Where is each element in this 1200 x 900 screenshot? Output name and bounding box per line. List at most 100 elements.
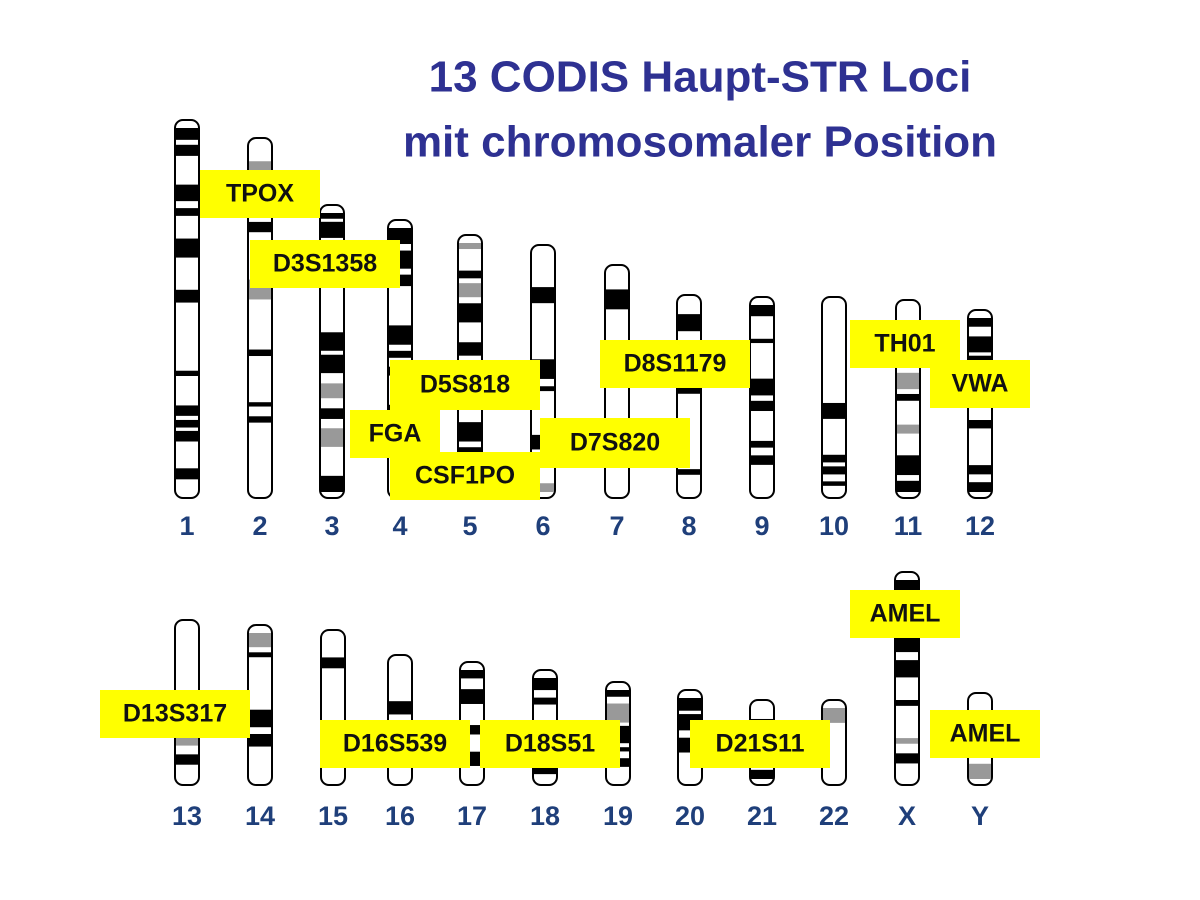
band	[322, 657, 344, 669]
chromosome-label: 15	[318, 801, 348, 831]
locus-box	[540, 418, 690, 468]
locus-label: D8S1179	[624, 350, 727, 378]
chromosome-label: 14	[245, 801, 275, 831]
band	[969, 420, 991, 429]
band	[321, 221, 343, 238]
chromosome-label: 18	[530, 801, 560, 831]
band	[607, 703, 629, 723]
band	[896, 637, 918, 653]
locus-box	[100, 690, 250, 738]
band	[321, 332, 343, 351]
band	[176, 754, 198, 765]
band	[176, 238, 198, 258]
locus-label: D5S818	[420, 371, 510, 399]
locus-label: AMEL	[870, 600, 941, 628]
chromosome	[749, 296, 775, 499]
band	[176, 405, 198, 416]
locus-label: TPOX	[226, 180, 294, 208]
band	[459, 243, 481, 250]
band	[751, 440, 773, 448]
chromosome-label: X	[898, 801, 916, 831]
locus-label: D18S51	[505, 730, 595, 758]
chromosome-label: 5	[462, 511, 477, 541]
band	[249, 733, 271, 747]
locus-box	[390, 360, 540, 410]
chromosome	[247, 624, 273, 786]
band	[897, 393, 919, 401]
band	[249, 652, 271, 658]
band	[321, 475, 343, 492]
chromosome-label: 12	[965, 511, 995, 541]
band	[751, 338, 773, 344]
chromosome-label: 21	[747, 801, 777, 831]
locus-label: VWA	[952, 370, 1009, 398]
band	[969, 318, 991, 327]
band	[897, 372, 919, 390]
chromosome-label: 13	[172, 801, 202, 831]
band	[459, 342, 481, 356]
locus-box	[250, 240, 400, 288]
band	[532, 483, 554, 492]
band	[751, 305, 773, 317]
band	[461, 670, 483, 679]
band	[897, 480, 919, 492]
chromosome	[174, 119, 200, 499]
chromosome-label: 2	[252, 511, 267, 541]
locus-label: AMEL	[950, 720, 1021, 748]
locus-label: TH01	[874, 330, 935, 358]
band	[176, 184, 198, 202]
band	[823, 481, 845, 486]
band	[534, 678, 556, 691]
band	[389, 350, 411, 358]
band	[176, 430, 198, 442]
band	[678, 385, 700, 394]
locus-box	[320, 720, 470, 768]
locus-label: D16S539	[343, 730, 447, 758]
band	[534, 763, 556, 775]
locus-box	[600, 340, 750, 388]
band	[897, 424, 919, 434]
chromosome-label: 8	[681, 511, 696, 541]
band	[969, 482, 991, 492]
locus-box	[480, 720, 620, 768]
locus-label: D7S820	[570, 429, 660, 457]
band	[534, 697, 556, 705]
band	[389, 325, 411, 345]
band	[321, 383, 343, 399]
locus-label: FGA	[369, 420, 422, 448]
chromosome-body	[821, 296, 847, 499]
chromosome-label: 16	[385, 801, 415, 831]
band	[389, 701, 411, 715]
title-line: 13 CODIS Haupt-STR Loci	[429, 53, 972, 102]
band	[896, 660, 918, 678]
band	[751, 455, 773, 465]
title-line: mit chromosomaler Position	[403, 118, 997, 167]
band	[896, 738, 918, 744]
band	[823, 402, 845, 419]
chromosome-body	[749, 296, 775, 499]
band	[606, 289, 628, 310]
band	[176, 208, 198, 216]
chromosome-label: 20	[675, 801, 705, 831]
band	[969, 336, 991, 353]
band	[896, 700, 918, 706]
band	[751, 378, 773, 396]
locus-label: D13S317	[123, 700, 227, 728]
locus-box	[930, 710, 1040, 758]
band	[459, 422, 481, 442]
locus-label: CSF1PO	[415, 462, 515, 490]
band	[459, 270, 481, 279]
band	[823, 454, 845, 463]
band	[249, 221, 271, 233]
band	[678, 314, 700, 332]
chromosome-label: Y	[971, 801, 989, 831]
locus-box	[200, 170, 320, 218]
band	[823, 708, 845, 723]
band	[679, 698, 701, 711]
chromosome-label: 4	[392, 511, 407, 541]
locus-box	[930, 360, 1030, 408]
band	[176, 468, 198, 480]
chromosome-label: 6	[535, 511, 550, 541]
band	[459, 303, 481, 323]
